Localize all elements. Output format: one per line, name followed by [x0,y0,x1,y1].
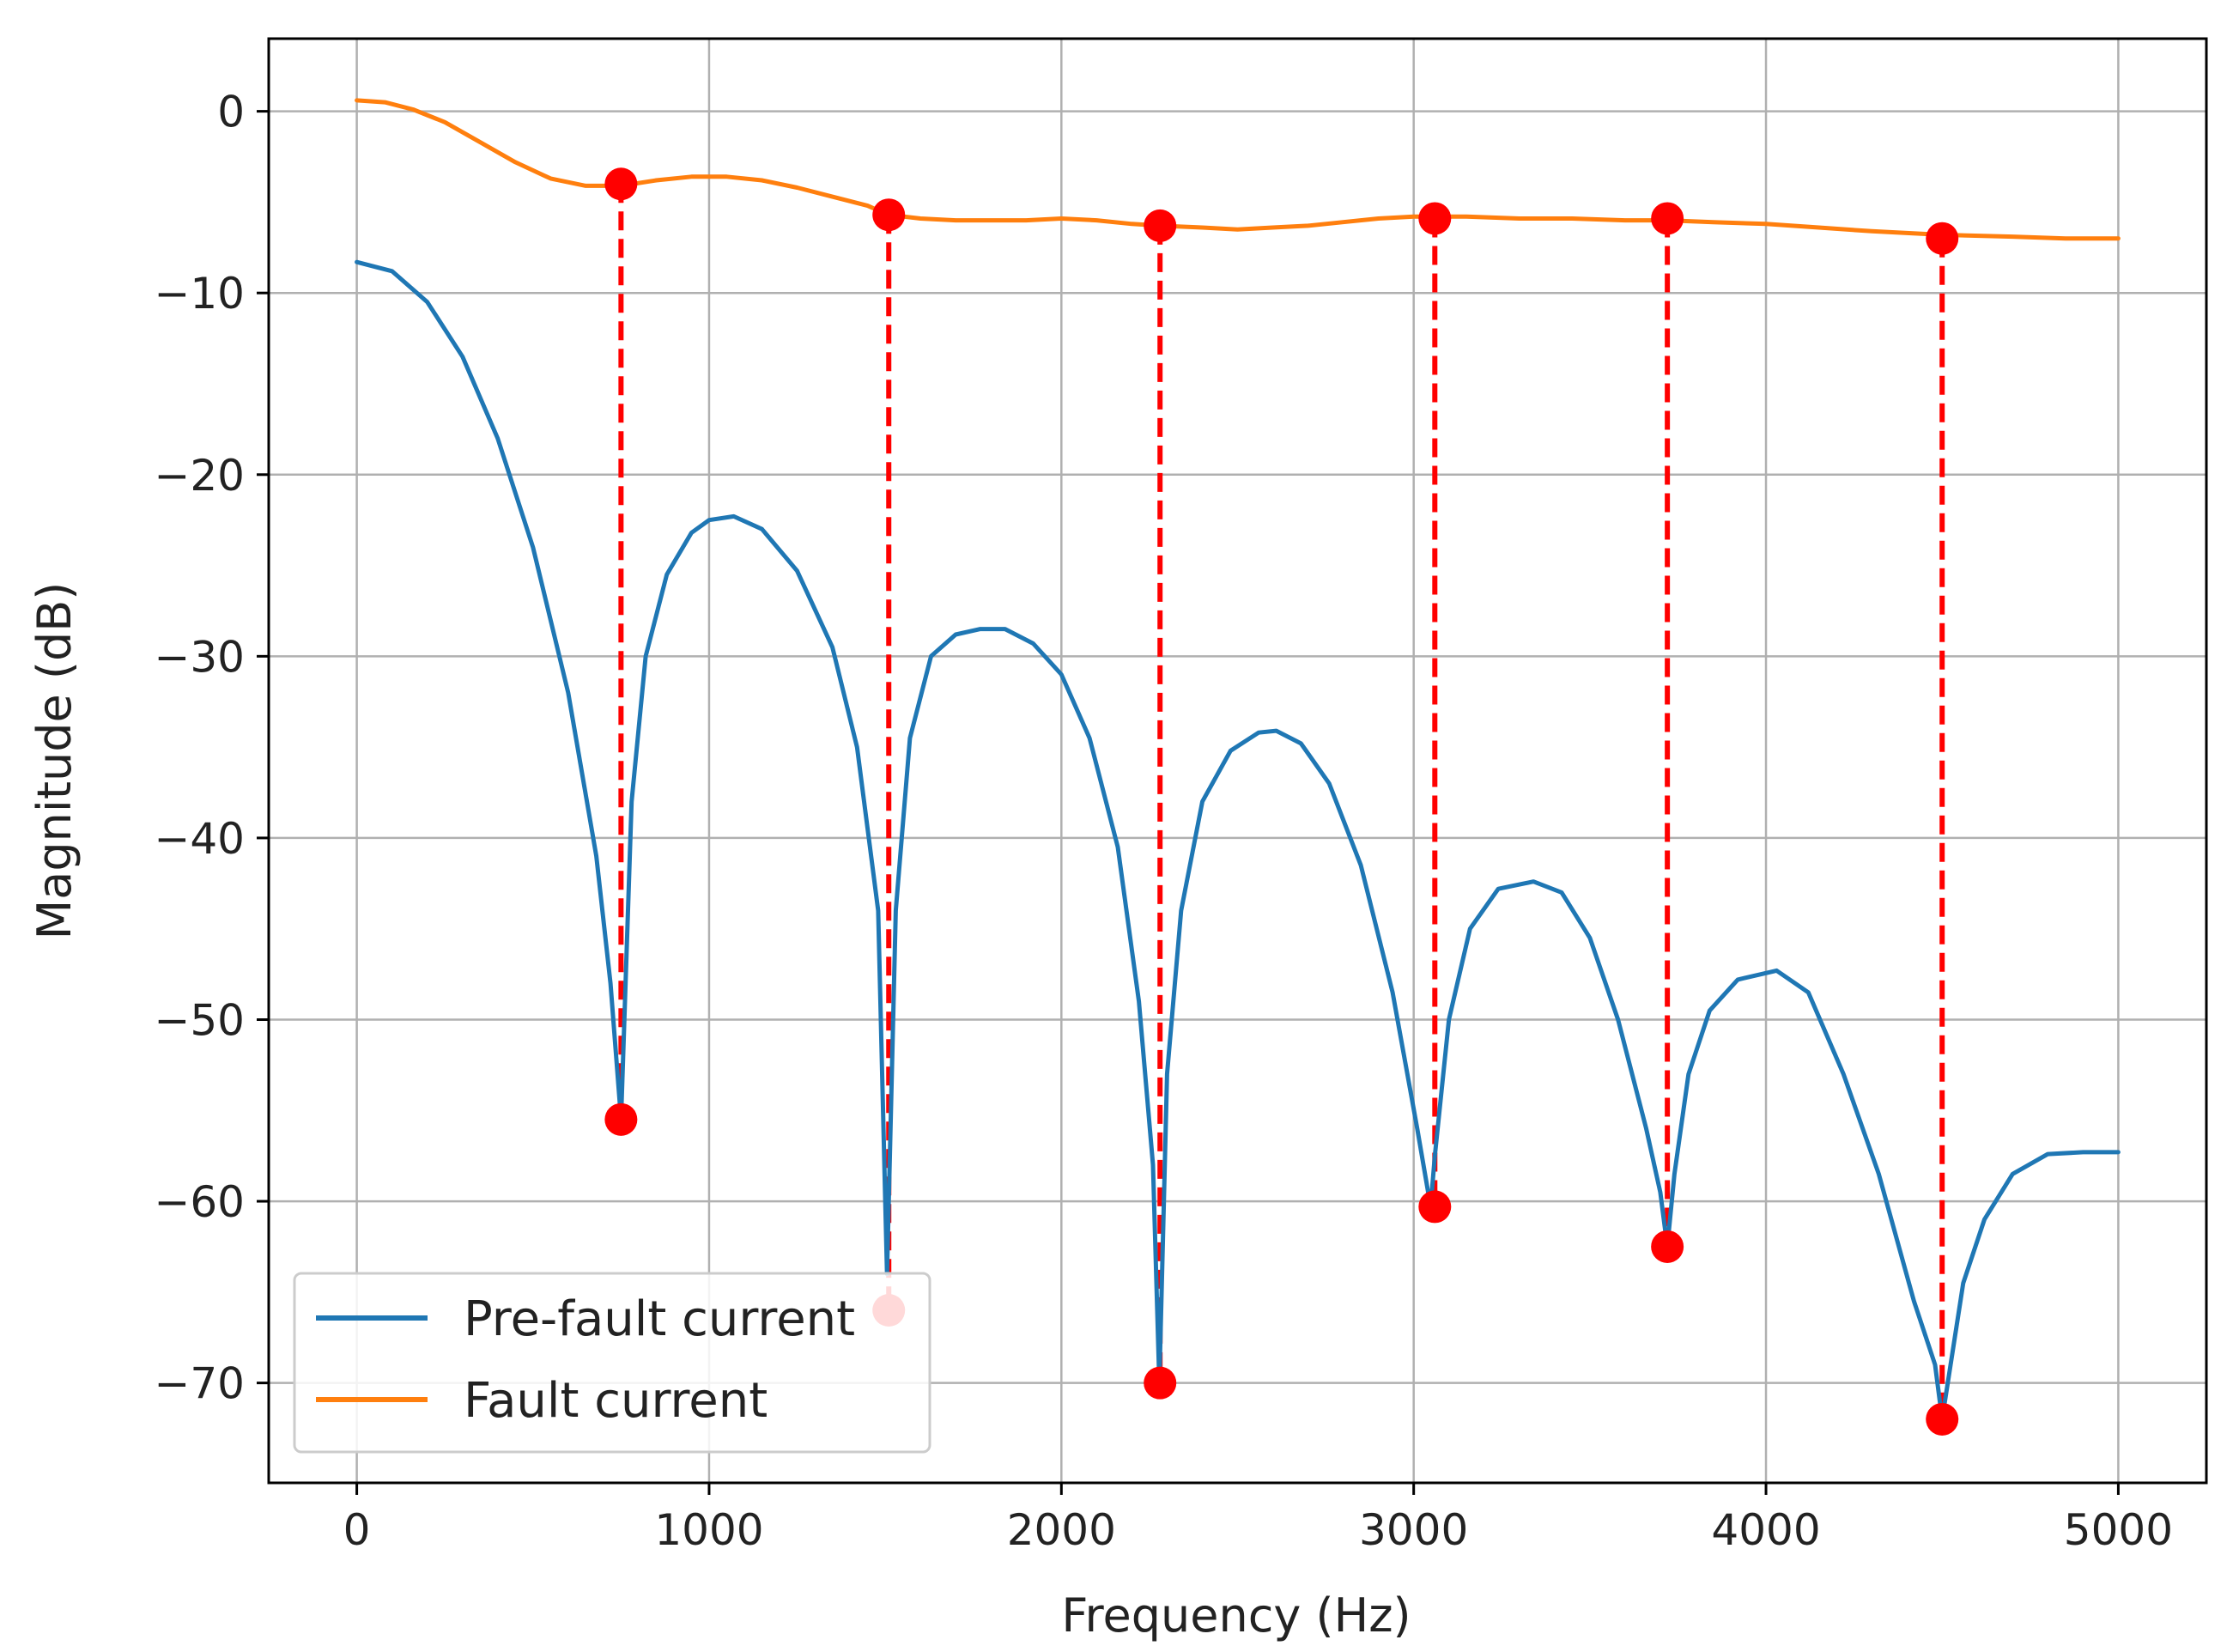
legend-label-pre-fault: Pre-fault current [464,1291,855,1347]
grid [269,39,2206,1483]
x-tick-label: 0 [343,1505,371,1555]
axis-ticks: 0 1000 2000 3000 4000 5000 0 −10 −20 −30 −40 −50 −60… [154,88,2173,1555]
y-tick-label: −20 [154,451,245,501]
legend: Pre-fault current Fault current [293,1272,931,1454]
marker-point-top [1144,209,1177,242]
x-tick-label: 3000 [1359,1505,1468,1555]
marker-point-top [604,167,638,201]
marker-point-bottom [1144,1366,1177,1400]
y-tick-label: −30 [154,632,245,682]
marker-point-bottom [1926,1402,1959,1436]
legend-label-fault: Fault current [464,1373,768,1429]
marker-lines [618,184,1945,1419]
legend-box [293,1272,931,1454]
series-line-pre-fault [355,259,2121,1422]
x-tick-label: 2000 [1007,1505,1116,1555]
x-tick-label: 5000 [2064,1505,2173,1555]
series-lines [355,98,2121,1422]
marker-point-bottom [1651,1230,1684,1263]
y-tick-label: −40 [154,814,245,864]
x-tick-label: 1000 [654,1505,763,1555]
plot-frame [267,37,2208,1485]
marker-point-bottom [1418,1190,1452,1224]
marker-point-top [1651,202,1684,235]
x-tick-label: 4000 [1711,1505,1820,1555]
y-tick-label: 0 [217,88,245,137]
marker-point-bottom [604,1102,638,1136]
y-axis-title: Magnitude (dB) [27,582,82,940]
y-tick-label: −60 [154,1177,245,1227]
y-tick-label: −50 [154,995,245,1045]
marker-point-top [1926,222,1959,255]
marker-point-top [1418,202,1452,235]
series-line-fault [355,98,2121,241]
x-axis-title: Frequency (Hz) [1061,1588,1411,1643]
marker-point-top [872,198,906,232]
y-tick-label: −10 [154,269,245,319]
y-tick-label: −70 [154,1359,245,1409]
